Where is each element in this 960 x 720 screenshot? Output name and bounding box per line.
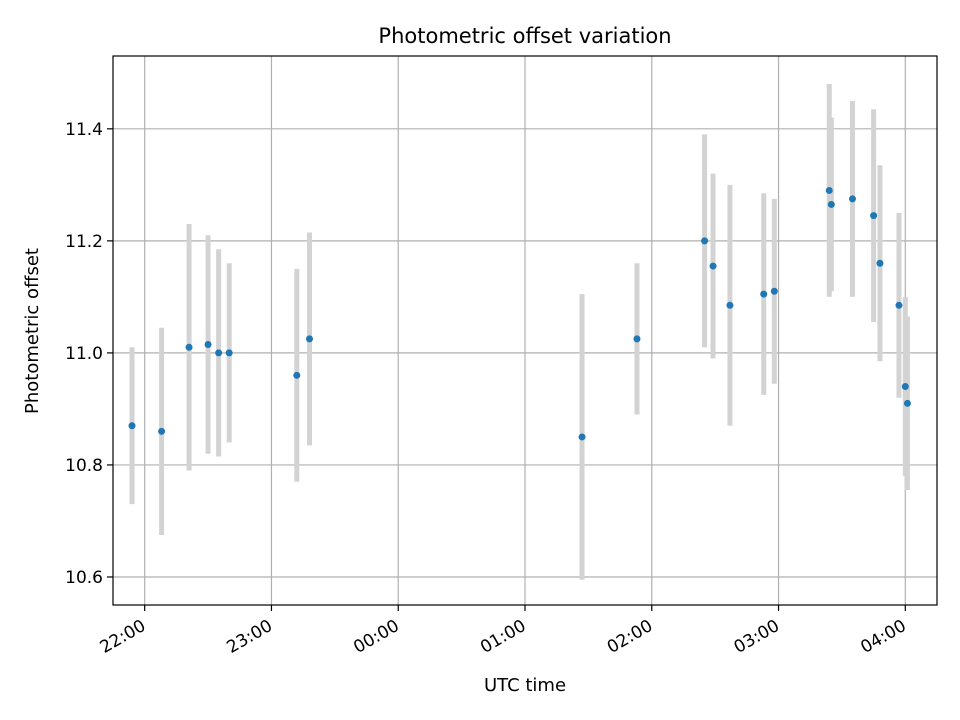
x-tick-label: 23:00	[224, 616, 276, 658]
x-axis: 22:00 23:00 00:00 01:00 02:00 03:00 04:00	[97, 605, 910, 658]
data-points	[128, 186, 911, 441]
y-tick-label: 11.0	[65, 344, 103, 364]
y-tick-label: 10.8	[65, 456, 103, 476]
data-point	[578, 433, 586, 441]
y-axis-label: Photometric offset	[22, 248, 43, 414]
x-tick-label: 02:00	[604, 616, 656, 658]
x-tick-label: 00:00	[350, 616, 402, 658]
x-tick-label: 22:00	[97, 616, 149, 658]
data-point	[128, 422, 136, 430]
data-point	[895, 301, 903, 309]
data-point	[204, 341, 212, 349]
y-tick-label: 11.2	[65, 232, 103, 252]
data-point	[903, 399, 911, 407]
data-point	[293, 371, 301, 379]
data-point	[215, 349, 223, 357]
data-point	[726, 301, 734, 309]
data-point	[158, 427, 166, 435]
data-point	[825, 186, 833, 194]
grid	[113, 56, 937, 605]
chart-title: Photometric offset variation	[378, 24, 671, 48]
data-point	[305, 335, 313, 343]
x-tick-label: 04:00	[857, 616, 909, 658]
data-point	[709, 262, 717, 270]
y-tick-label: 10.6	[65, 568, 103, 588]
data-point	[185, 343, 193, 351]
x-tick-label: 01:00	[477, 616, 529, 658]
data-point	[225, 349, 233, 357]
data-point	[870, 212, 878, 220]
data-point	[848, 195, 856, 203]
data-point	[760, 290, 768, 298]
data-point	[901, 383, 909, 391]
x-tick-label: 03:00	[731, 616, 783, 658]
data-point	[876, 259, 884, 267]
data-point	[633, 335, 641, 343]
data-point	[701, 237, 709, 245]
data-point	[770, 287, 778, 295]
data-point	[827, 200, 835, 208]
y-axis: 10.6 10.8 11.0 11.2 11.4	[65, 120, 113, 588]
error-bars	[129, 84, 910, 580]
x-axis-label: UTC time	[484, 675, 566, 696]
y-tick-label: 11.4	[65, 120, 103, 140]
